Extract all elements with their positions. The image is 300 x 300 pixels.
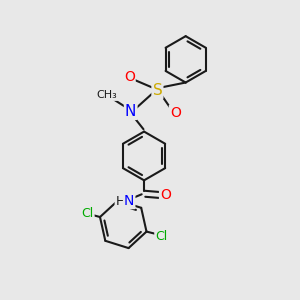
Text: O: O bbox=[160, 188, 171, 202]
Text: N: N bbox=[125, 104, 136, 119]
Text: H: H bbox=[116, 195, 125, 208]
Text: S: S bbox=[153, 83, 162, 98]
Text: O: O bbox=[124, 70, 135, 84]
Text: Cl: Cl bbox=[155, 230, 167, 243]
Text: N: N bbox=[124, 194, 134, 208]
Text: O: O bbox=[170, 106, 181, 120]
Text: Cl: Cl bbox=[81, 207, 94, 220]
Text: CH₃: CH₃ bbox=[97, 90, 117, 100]
